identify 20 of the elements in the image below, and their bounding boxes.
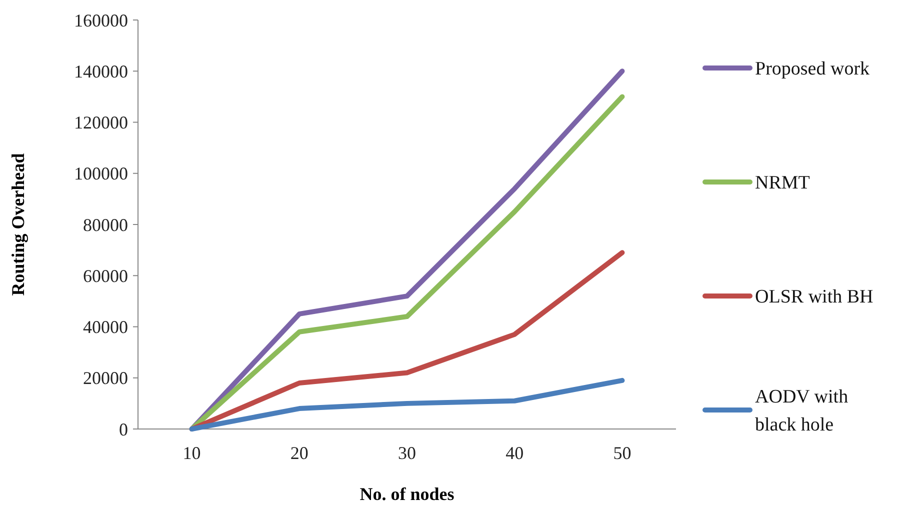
x-tick-label: 50: [613, 443, 632, 463]
legend-label: OLSR with BH: [755, 286, 874, 308]
y-tick-label: 140000: [74, 61, 128, 82]
y-tick-label: 100000: [74, 164, 128, 184]
y-tick-label: 60000: [83, 266, 128, 286]
y-tick-label: 80000: [83, 214, 128, 235]
y-tick-label: 0: [119, 419, 128, 440]
y-tick-label: 120000: [74, 112, 128, 133]
x-tick-label: 10: [182, 443, 201, 463]
x-tick-label: 20: [290, 443, 308, 463]
x-axis-title: No. of nodes: [360, 484, 454, 504]
y-axis-title: Routing Overhead: [8, 153, 28, 296]
x-tick-label: 30: [398, 443, 416, 463]
legend-label: NRMT: [755, 172, 810, 194]
y-tick-label: 160000: [74, 10, 128, 30]
y-tick-label: 40000: [83, 317, 128, 338]
x-tick-label: 40: [506, 443, 524, 463]
legend-label: AODV with black hole: [755, 386, 849, 436]
y-tick-label: 20000: [83, 368, 128, 388]
legend-label: Proposed work: [755, 58, 870, 80]
